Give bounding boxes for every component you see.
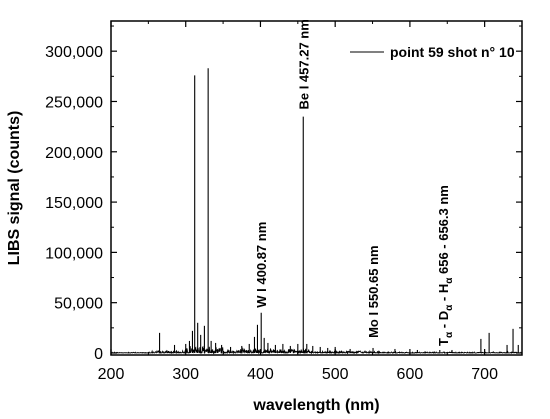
x-tick-label: 200 [98,366,125,383]
x-axis-title: wavelength (nm) [252,397,379,414]
x-tick-label: 400 [247,366,274,383]
y-tick-label: 250,000 [45,94,103,111]
y-tick-label: 100,000 [45,245,103,262]
annotation-balmer-part: T [436,338,451,346]
y-tick-label: 300,000 [45,44,103,61]
annotation-balmer-part: - D [436,311,451,332]
y-tick-label: 0 [94,346,103,363]
x-tick-label: 600 [397,366,424,383]
annotation-be: Be I 457.27 nm [296,19,311,109]
annotation-balmer-subscript: α [444,304,455,311]
labels-layer: 200 300 400 500 600 700 0 50,000 100,000 150,000 2… [45,44,498,383]
annotation-balmer-part: 656 - 656.3 nm [436,185,451,278]
annotation-w: W I 400.87 nm [254,222,269,308]
ticks-layer [110,21,522,355]
annotation-balmer-part: - H [436,284,451,305]
annotation-mo: Mo I 550.65 nm [366,245,381,337]
legend-label: point 59 shot n° 10 [390,44,515,60]
series-line-baseline [110,345,523,355]
annotation-balmer: Tα​ - Dα​ - Hα​ 656 - 656.3 nm [436,185,455,346]
y-axis-title: LIBS signal (counts) [6,111,23,266]
x-tick-label: 500 [322,366,349,383]
x-tick-label: 700 [471,366,498,383]
y-tick-label: 150,000 [45,195,103,212]
series-layer [110,68,523,355]
plot-frame [110,20,523,356]
annotation-balmer-subscript: α [444,331,455,338]
annotation-balmer-subscript: α [444,277,455,284]
legend: point 59 shot n° 10 [350,44,515,60]
y-tick-label: 200,000 [45,145,103,162]
y-tick-label: 50,000 [54,296,103,313]
x-tick-label: 300 [172,366,199,383]
